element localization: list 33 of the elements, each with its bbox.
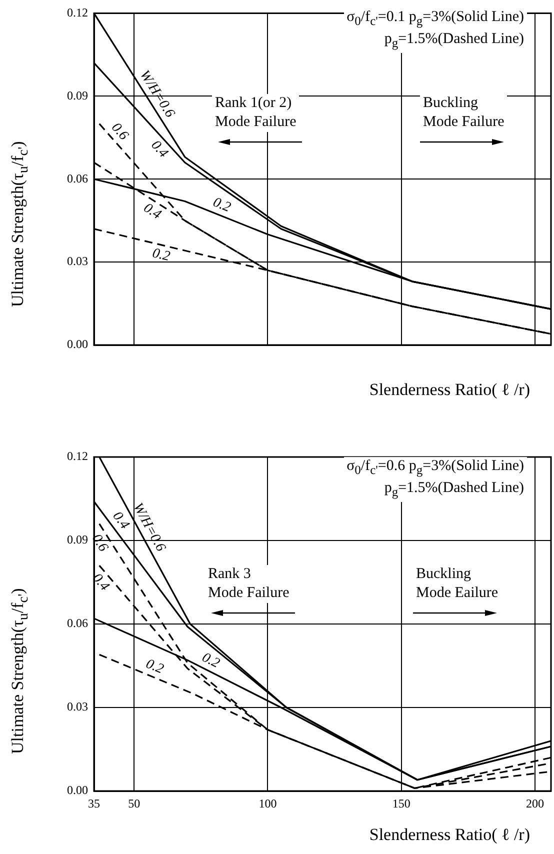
text: 0.2: [199, 650, 222, 672]
x-tick-label: 200: [526, 796, 544, 810]
y-tick-label: 0.00: [67, 783, 88, 798]
x-tick-label: 50: [128, 796, 140, 810]
annotation: σ$_{0}$/f$_{c'}$=0.6 p$_{g}$=3%(Solid Line): [344, 457, 527, 480]
text: 0.2: [144, 656, 166, 678]
annotation: Buckling Mode Eailure: [413, 565, 502, 603]
annotation: σ$_{0}$/f$_{c'}$=0.1 p$_{g}$=3%(Solid Line): [344, 8, 527, 31]
y-tick-label: 0.12: [67, 449, 88, 464]
annotation: Rank 1(or 2) Mode Failure: [212, 94, 300, 132]
text: 0.2: [210, 195, 233, 216]
y-tick-label: 0.09: [67, 532, 88, 547]
annotation: Rank 3 Mode Failure: [205, 565, 292, 603]
text: 0.4: [140, 200, 164, 223]
text: 0.6: [108, 120, 131, 144]
x-axis-title: Slenderness Ratio( ℓ /r): [369, 825, 530, 845]
x-tick-label: 100: [258, 796, 277, 810]
text: 0.4: [148, 138, 171, 161]
y-tick-label: 0.00: [67, 337, 88, 352]
y-tick-label: 0.06: [67, 171, 88, 186]
y-tick-label: 0.12: [67, 5, 88, 20]
y-tick-label: 0.03: [67, 700, 88, 714]
x-tick-label: 35: [88, 796, 100, 810]
annotation: p$_{g}$=1.5%(Dashed Line): [381, 30, 527, 53]
annotation: p$_{g}$=1.5%(Dashed Line): [381, 479, 527, 502]
y-tick-label: 0.09: [67, 88, 88, 102]
text: 0.4: [109, 509, 132, 532]
text: 0.2: [150, 246, 172, 265]
y-tick-label: 0.06: [67, 616, 88, 630]
x-axis-title: Slenderness Ratio( ℓ /r): [369, 380, 530, 400]
y-tick-label: 0.03: [67, 254, 88, 268]
x-tick-label: 150: [392, 796, 410, 810]
annotation: Buckling Mode Failure: [420, 94, 508, 132]
